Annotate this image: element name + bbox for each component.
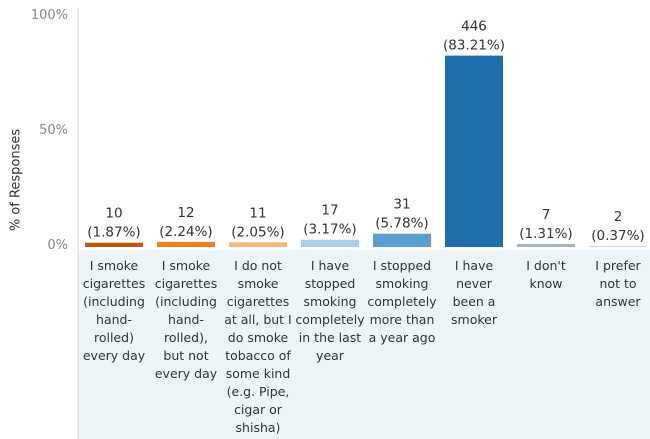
bar-count-label: 31 — [393, 197, 410, 213]
category-label: I smoke cigarettes (including hand-rolled),… — [150, 257, 222, 383]
category-label-line: rolled) — [94, 330, 134, 345]
category-label-line: smoke — [237, 276, 279, 291]
bar — [517, 243, 575, 247]
category-label-line: completely — [367, 294, 437, 309]
bar-percent-label: (2.24%) — [159, 224, 212, 240]
bar — [373, 233, 431, 247]
category-label-line: hand- — [96, 312, 132, 327]
category-label: I stopped smoking completely more than a yea… — [366, 257, 438, 347]
bar-percent-label: (83.21%) — [443, 38, 505, 54]
category-label: I do not smoke cigarettes at all, but I do s… — [222, 257, 294, 437]
bar-percent-label: (2.05%) — [231, 224, 284, 240]
bar-percent-label: (5.78%) — [375, 216, 428, 232]
category-label-line: cigarettes — [82, 276, 146, 291]
category-axis-band — [78, 250, 650, 439]
category-label-line: answer — [595, 294, 641, 309]
category-label-line: I smoke — [89, 258, 139, 273]
bar-count-label: 7 — [542, 207, 551, 223]
category-label-line: I stopped — [372, 258, 432, 273]
category-label-line: cigarettes — [226, 294, 290, 309]
category-label-line: tobacco of — [225, 348, 291, 363]
category-label-line: I have — [310, 258, 350, 273]
y-tick-label: 0% — [47, 238, 68, 253]
category-label: I smoke cigarettes (including hand-rolled) e… — [78, 257, 150, 365]
category-label-line: know — [529, 276, 563, 291]
category-label-line: year — [316, 348, 344, 363]
y-tick-label: 100% — [30, 8, 68, 23]
bar — [157, 241, 215, 247]
bar-percent-label: (1.31%) — [519, 226, 572, 242]
category-label-line: not to — [599, 276, 637, 291]
category-label-line: rolled), — [164, 330, 208, 345]
bar — [445, 55, 503, 247]
category-label-line: at all, but I — [224, 312, 292, 327]
category-label-line: I prefer — [595, 258, 641, 273]
bar-count-label: 17 — [321, 203, 338, 219]
category-label-line: smoking — [375, 276, 429, 291]
category-label-line: cigar or — [234, 402, 282, 417]
bar-count-label: 2 — [614, 209, 623, 225]
bar-percent-label: (1.87%) — [87, 225, 140, 241]
category-label-line: but not — [163, 348, 209, 363]
category-label: I have never been a smoker — [438, 257, 510, 329]
bar-percent-label: (0.37%) — [591, 228, 644, 244]
category-label-line: been a — [452, 294, 496, 309]
category-label-line: a year ago — [368, 330, 436, 345]
category-label-line: (including — [155, 294, 217, 309]
y-tick-label: 50% — [39, 123, 68, 138]
category-label-line: every day — [82, 348, 146, 363]
category-label-line: (including — [83, 294, 145, 309]
category-label: I have stopped smoking completely in the las… — [294, 257, 366, 365]
bar — [229, 242, 287, 247]
category-label-line: shisha) — [235, 420, 281, 435]
category-label-line: stopped — [304, 276, 356, 291]
category-label-line: every day — [154, 366, 218, 381]
bar-count-label: 446 — [461, 19, 487, 35]
category-label: I don't know — [510, 257, 582, 293]
category-label-line: (e.g. Pipe, — [226, 384, 290, 399]
category-label: I prefer not to answer — [582, 257, 650, 311]
bar-count-label: 11 — [249, 205, 266, 221]
category-label-line: do smoke — [227, 330, 289, 345]
bar — [85, 242, 143, 247]
bar-count-label: 10 — [105, 206, 122, 222]
category-label-line: I smoke — [161, 258, 211, 273]
category-label-line: smoking — [303, 294, 357, 309]
category-label-line: hand- — [168, 312, 204, 327]
category-label-line: I don't — [526, 258, 566, 273]
category-label-line: I have — [454, 258, 494, 273]
category-label-line: some kind — [225, 366, 291, 381]
category-label-line: more than — [369, 312, 435, 327]
category-label-line: in the last — [298, 330, 362, 345]
category-label-line: smoker — [451, 312, 497, 327]
bar-percent-label: (3.17%) — [303, 222, 356, 238]
category-label-line: never — [456, 276, 492, 291]
bar-count-label: 12 — [177, 205, 194, 221]
category-label-line: cigarettes — [154, 276, 218, 291]
bar — [589, 246, 647, 247]
bar — [301, 239, 359, 247]
category-label-line: I do not — [234, 258, 282, 273]
category-label-line: completely — [295, 312, 365, 327]
